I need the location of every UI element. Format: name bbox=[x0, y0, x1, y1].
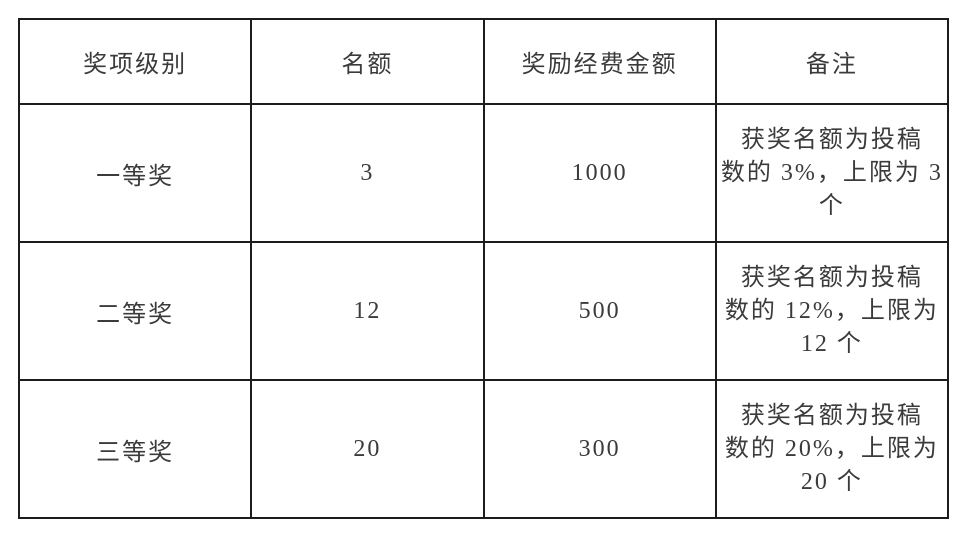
table-row-third-prize: 三等奖 20 300 获奖名额为投稿 数的 20%，上限为 20 个 bbox=[17, 379, 950, 519]
cell-award-level: 三等奖 bbox=[17, 379, 253, 519]
cell-award-level: 一等奖 bbox=[17, 103, 253, 243]
cell-quota: 20 bbox=[250, 379, 485, 519]
table-row-first-prize: 一等奖 3 1000 获奖名额为投稿 数的 3%，上限为 3 个 bbox=[17, 103, 950, 243]
header-cell-amount: 奖励经费金额 bbox=[482, 18, 717, 105]
table-row-second-prize: 二等奖 12 500 获奖名额为投稿 数的 12%，上限为 12 个 bbox=[17, 241, 950, 381]
cell-quota: 12 bbox=[250, 241, 485, 381]
header-row: 奖项级别 名额 奖励经费金额 备注 bbox=[17, 18, 950, 105]
award-table: 奖项级别 名额 奖励经费金额 备注 一等奖 3 1000 获奖名额为投稿 数的 … bbox=[17, 18, 950, 519]
cell-remark: 获奖名额为投稿 数的 12%，上限为 12 个 bbox=[714, 241, 950, 381]
cell-amount: 500 bbox=[482, 241, 717, 381]
cell-award-level: 二等奖 bbox=[17, 241, 253, 381]
cell-remark: 获奖名额为投稿 数的 3%，上限为 3 个 bbox=[714, 103, 950, 243]
cell-remark: 获奖名额为投稿 数的 20%，上限为 20 个 bbox=[714, 379, 950, 519]
header-cell-award-level: 奖项级别 bbox=[17, 18, 253, 105]
award-table-header: 奖项级别 名额 奖励经费金额 备注 bbox=[17, 18, 950, 105]
header-cell-remark: 备注 bbox=[714, 18, 950, 105]
cell-amount: 300 bbox=[482, 379, 717, 519]
header-cell-quota: 名额 bbox=[250, 18, 485, 105]
cell-amount: 1000 bbox=[482, 103, 717, 243]
award-table-body: 一等奖 3 1000 获奖名额为投稿 数的 3%，上限为 3 个 二等奖 12 … bbox=[17, 103, 950, 519]
cell-quota: 3 bbox=[250, 103, 485, 243]
